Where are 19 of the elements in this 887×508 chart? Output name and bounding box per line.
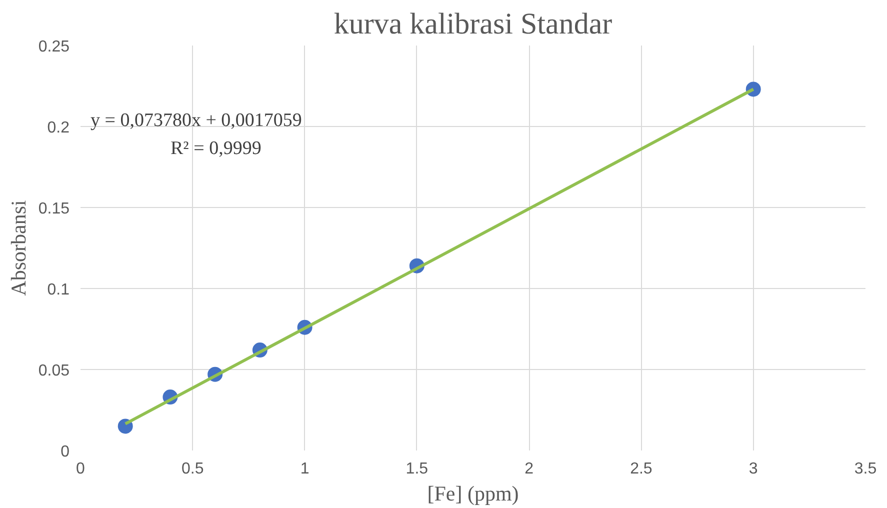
y-tick-label: 0.25 [38, 38, 70, 56]
x-tick-label: 2 [524, 460, 534, 478]
x-tick-label: 0 [76, 460, 86, 478]
x-tick-label: 2.5 [630, 460, 652, 478]
y-axis-title: Absorbansi [6, 200, 30, 296]
x-tick-label: 3.5 [854, 460, 877, 478]
chart-title: kurva kalibrasi Standar [334, 8, 612, 40]
x-tick-label: 1 [300, 460, 310, 478]
x-tick-label: 1.5 [406, 460, 428, 478]
y-tick-label: 0.05 [38, 362, 70, 380]
x-tick-label: 0.5 [182, 460, 204, 478]
y-tick-label: 0.2 [47, 120, 70, 136]
annotation: R² = 0,9999 [170, 138, 262, 159]
x-tick-label: 3 [748, 460, 758, 478]
y-tick-label: 0 [60, 444, 70, 460]
y-tick-label: 0.1 [47, 282, 70, 298]
annotation: y = 0,073780x + 0,0017059 [90, 110, 302, 131]
x-axis-title: [Fe] (ppm) [427, 482, 519, 506]
y-tick-label: 0.15 [38, 200, 70, 218]
